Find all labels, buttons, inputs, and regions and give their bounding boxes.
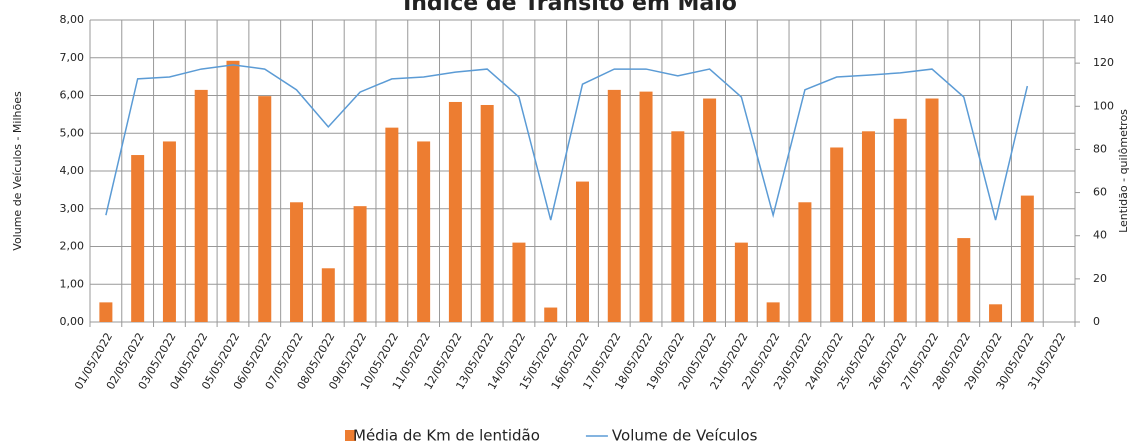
y-tick-label: 6,00 [60, 89, 85, 102]
bar [576, 181, 589, 322]
bar [1020, 195, 1034, 322]
bar [512, 242, 526, 322]
y2-axis-title: Lentidão - quilômetros [1117, 109, 1130, 233]
legend-label: Volume de Veículos [612, 427, 758, 445]
y2-tick-label: 80 [1093, 142, 1107, 155]
bar [639, 91, 653, 322]
legend-label: Média de Km de lentidão [353, 427, 540, 445]
chart-title: Índice de Trânsito em Maio [403, 0, 737, 16]
y-tick-label: 4,00 [60, 164, 85, 177]
bar [703, 98, 717, 323]
y-tick-label: 7,00 [60, 51, 85, 64]
bar [321, 268, 335, 322]
y-tick-label: 8,00 [60, 13, 85, 26]
bar [989, 304, 1003, 322]
bar [480, 104, 494, 323]
bar [957, 238, 971, 322]
y2-tick-label: 100 [1093, 99, 1114, 112]
bar [448, 101, 462, 322]
y2-tick-label: 40 [1093, 229, 1107, 242]
bar [226, 60, 240, 323]
bar [385, 127, 399, 323]
legend-swatch [345, 430, 356, 441]
bar [925, 98, 939, 323]
bar [290, 202, 304, 322]
y2-tick-label: 140 [1093, 13, 1114, 26]
y-tick-label: 1,00 [60, 277, 85, 290]
bar [99, 302, 113, 322]
bar [353, 206, 367, 322]
bar [607, 89, 621, 323]
bar [734, 242, 748, 322]
y2-tick-label: 120 [1093, 56, 1114, 69]
bar [830, 147, 844, 322]
bar [417, 141, 431, 322]
y2-tick-label: 20 [1093, 272, 1107, 285]
y2-tick-label: 60 [1093, 186, 1107, 199]
y2-tick-label: 0 [1093, 315, 1100, 328]
bar [671, 131, 685, 322]
y-axis-title: Volume de Veículos - Milhões [11, 91, 24, 251]
bar [893, 118, 907, 322]
bar [258, 96, 272, 322]
y-tick-label: 0,00 [60, 315, 85, 328]
legend: Média de Km de lentidão Volume de Veículo… [345, 427, 758, 445]
bar [766, 302, 780, 322]
bar [131, 155, 145, 322]
bar [194, 89, 208, 323]
bar [162, 141, 176, 322]
line [105, 64, 1029, 221]
bar [798, 202, 812, 322]
bar [544, 307, 558, 322]
y-tick-label: 3,00 [60, 202, 85, 215]
y-tick-label: 2,00 [60, 240, 85, 253]
y-tick-label: 5,00 [60, 126, 85, 139]
bar [861, 131, 875, 322]
